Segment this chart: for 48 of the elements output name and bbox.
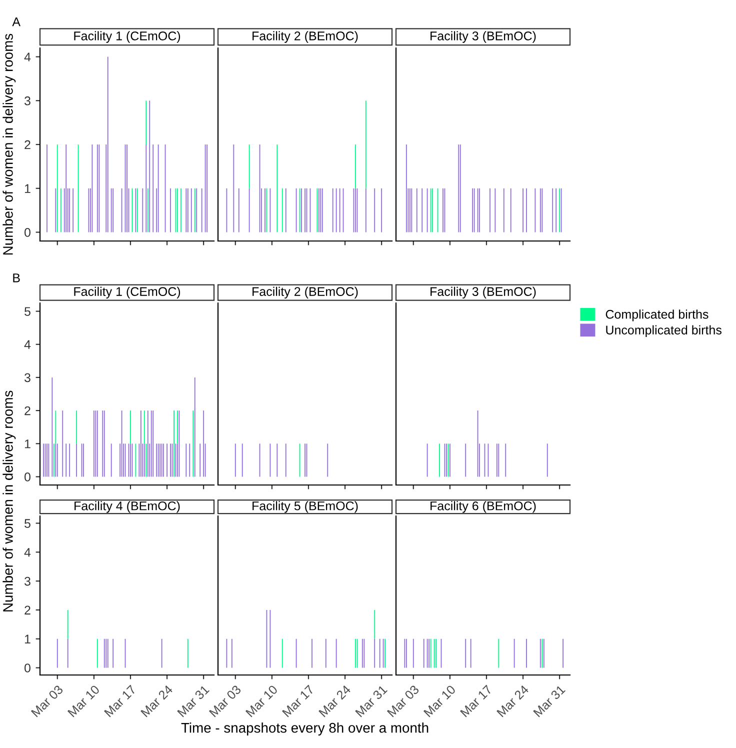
chart-title: Facility 2 (BEmOC)	[252, 31, 358, 43]
y-tick-label: 3	[24, 576, 30, 586]
x-tick-label: Mar 03	[386, 684, 420, 718]
x-tick-label: Mar 10	[423, 684, 456, 718]
x-tick-label: Mar 31	[177, 684, 210, 718]
x-tick-label: Mar 17	[104, 684, 137, 718]
x-tick-label: Mar 03	[208, 684, 242, 718]
y-tick-label: 4	[24, 52, 31, 62]
chart-title: Facility 1 (CEmOC)	[74, 286, 180, 298]
x-tick-label: Mar 17	[282, 684, 315, 718]
y-tick-label: 4	[24, 340, 31, 349]
x-tick-label: Mar 24	[140, 684, 174, 718]
chart-title: Facility 1 (CEmOC)	[74, 31, 180, 43]
x-tick-label: Mar 03	[30, 684, 64, 718]
y-tick-label: 1	[24, 184, 30, 193]
x-tick-label: Mar 31	[533, 684, 566, 718]
y-tick-label: 5	[24, 519, 30, 528]
x-tick-label: Mar 24	[318, 684, 352, 718]
chart-title: Facility 3 (BEmOC)	[430, 286, 536, 298]
y-axis-title: Number of women in delivery rooms	[2, 34, 16, 255]
y-tick-label: 0	[24, 664, 30, 672]
y-axis-title: Number of women in delivery rooms	[2, 390, 16, 612]
y-tick-label: 3	[24, 96, 30, 106]
y-tick-label: 1	[24, 634, 30, 644]
text: A	[12, 18, 20, 26]
x-tick-label: Mar 10	[245, 684, 278, 718]
y-tick-label: 5	[24, 307, 30, 316]
chart-title: Facility 6 (BEmOC)	[430, 501, 536, 513]
x-tick-label: Mar 31	[355, 684, 388, 718]
chart-title: Facility 2 (BEmOC)	[252, 286, 358, 298]
x-tick-label: Mar 17	[460, 684, 493, 718]
y-tick-label: 2	[24, 140, 30, 150]
chart-title: Facility 5 (BEmOC)	[252, 501, 358, 513]
text: B	[13, 274, 20, 282]
chart-title: Facility 4 (BEmOC)	[74, 501, 180, 513]
y-tick-label: 3	[24, 373, 30, 382]
y-tick-label: 1	[24, 440, 30, 448]
y-tick-label: 2	[24, 406, 30, 416]
chart-title: Facility 3 (BEmOC)	[430, 31, 536, 43]
x-axis-title: Time - snapshots every 8h over a month	[181, 722, 428, 736]
y-tick-label: 4	[24, 548, 31, 557]
legend-label: Uncomplicated births	[606, 325, 722, 337]
x-tick-label: Mar 10	[67, 684, 100, 718]
y-tick-label: 0	[24, 472, 30, 482]
y-tick-label: 2	[24, 606, 30, 614]
x-tick-label: Mar 24	[496, 684, 530, 718]
legend-label: Complicated births	[606, 310, 708, 322]
y-tick-label: 0	[24, 228, 30, 237]
